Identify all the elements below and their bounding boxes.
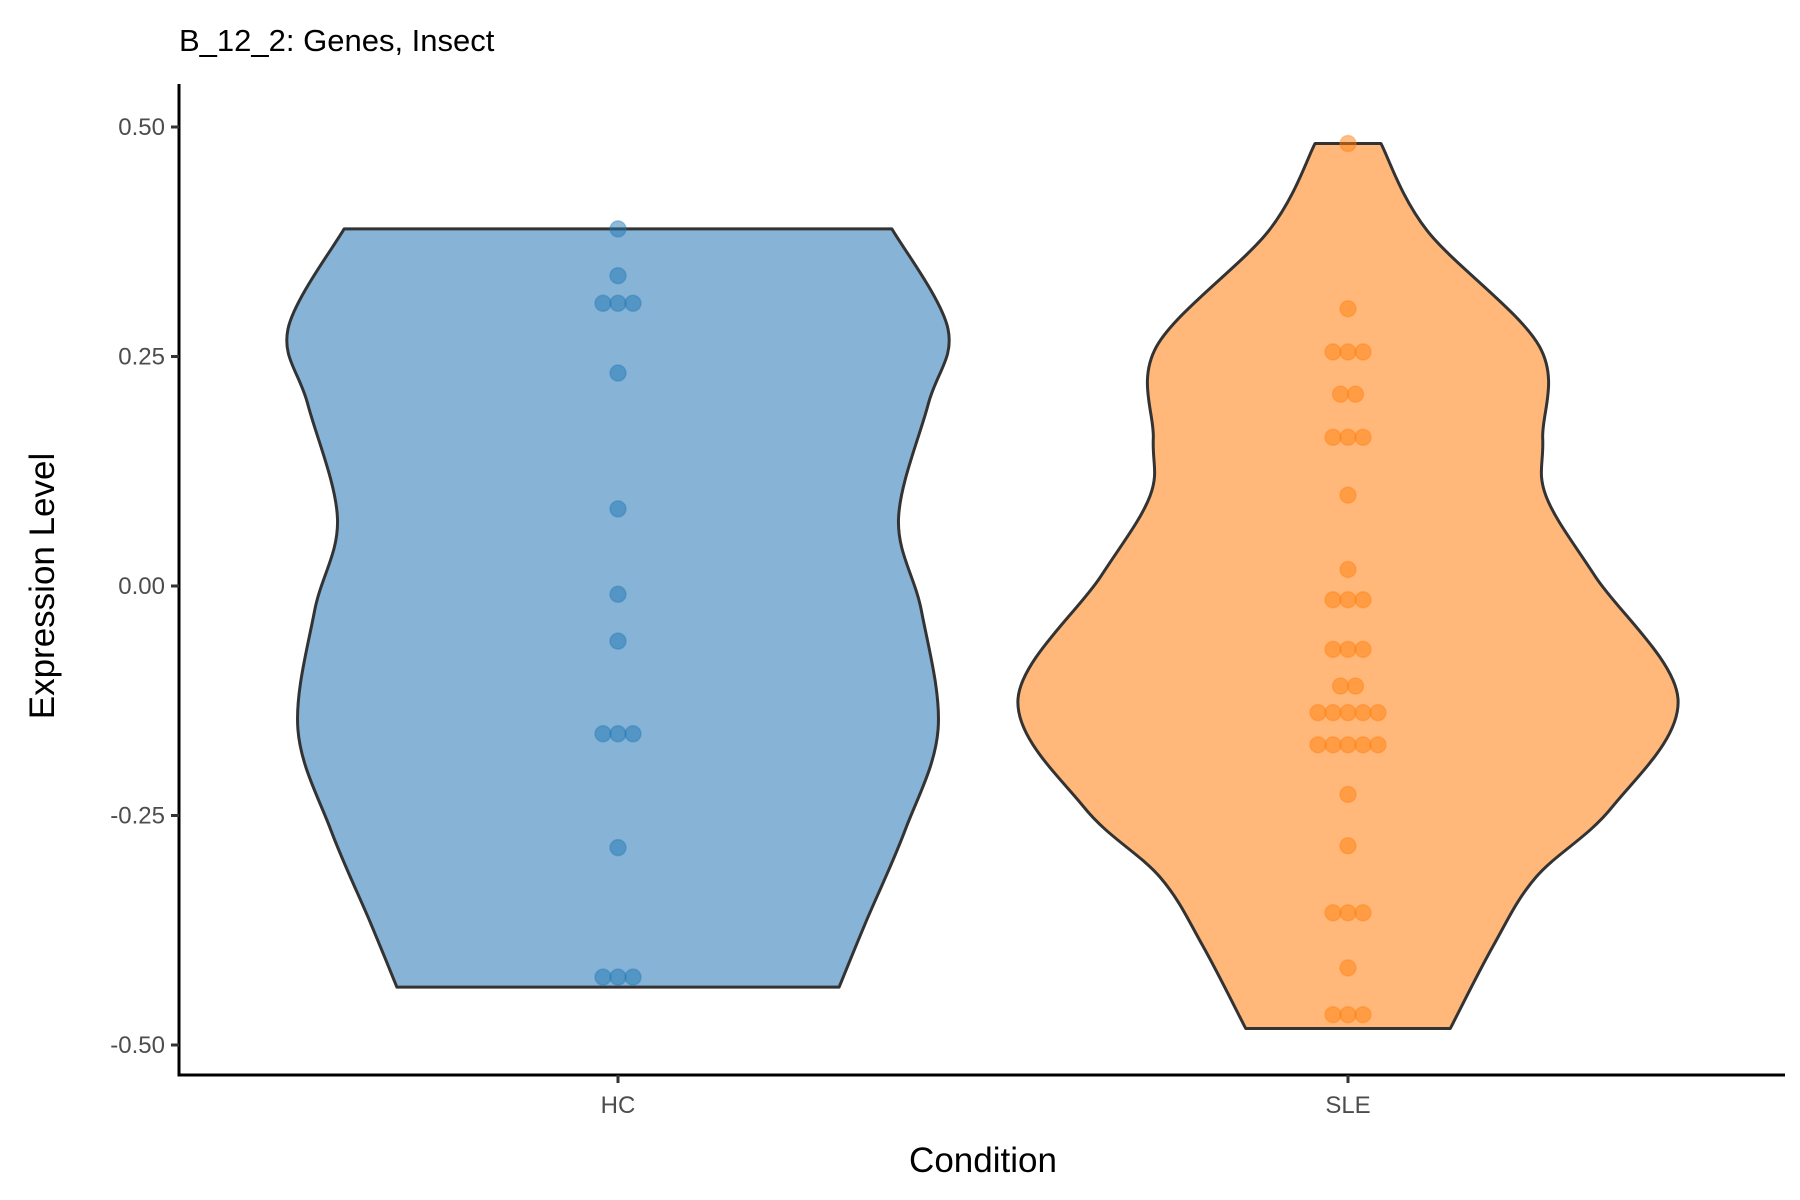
data-point — [1339, 959, 1357, 977]
data-point — [594, 968, 612, 986]
x-tick-label: SLE — [1325, 1092, 1370, 1119]
y-tick-label: 0.25 — [118, 344, 165, 371]
data-point — [624, 968, 642, 986]
data-point — [609, 266, 627, 285]
data-point — [594, 725, 612, 743]
data-point — [1339, 486, 1357, 504]
data-point — [1354, 736, 1372, 754]
data-point — [1339, 640, 1357, 659]
data-point — [1354, 703, 1372, 722]
data-point — [1354, 904, 1372, 922]
data-point — [1331, 677, 1350, 695]
data-point — [1339, 560, 1357, 579]
data-point — [1339, 428, 1357, 447]
data-point — [1324, 703, 1342, 722]
y-tick-label: 0.00 — [118, 573, 165, 600]
data-point — [609, 838, 627, 857]
data-point — [609, 500, 627, 518]
data-point — [1324, 591, 1342, 609]
data-point — [1339, 343, 1357, 361]
data-point — [1354, 640, 1372, 659]
data-point — [1324, 343, 1342, 361]
chart-title: B_12_2: Genes, Insect — [179, 23, 495, 58]
x-axis-title: Condition — [909, 1141, 1057, 1180]
data-point — [1354, 428, 1372, 447]
data-point — [1369, 703, 1387, 722]
data-point — [1346, 677, 1365, 695]
data-point — [624, 294, 642, 313]
data-point — [609, 220, 627, 238]
data-point — [1354, 591, 1372, 609]
data-point — [1309, 736, 1327, 754]
data-point — [1369, 736, 1387, 754]
data-point — [1339, 736, 1357, 754]
data-point — [1324, 428, 1342, 447]
data-point — [1339, 300, 1357, 318]
data-point — [1339, 591, 1357, 609]
data-point — [1354, 1005, 1372, 1024]
data-point — [624, 725, 642, 743]
data-point — [1324, 736, 1342, 754]
data-point — [1339, 703, 1357, 722]
data-point — [1324, 904, 1342, 922]
data-point — [1324, 1005, 1342, 1024]
data-point — [609, 632, 627, 650]
y-tick-label: -0.25 — [110, 803, 165, 830]
violin-sle — [1016, 134, 1680, 1030]
data-point — [609, 294, 627, 313]
violin-hc — [285, 220, 951, 989]
violins — [285, 134, 1680, 1030]
data-point — [1339, 1005, 1357, 1024]
data-point — [609, 364, 627, 382]
data-point — [1339, 837, 1357, 855]
data-point — [609, 968, 627, 986]
data-point — [609, 725, 627, 743]
data-point — [1339, 134, 1357, 153]
data-point — [1331, 385, 1350, 403]
data-point — [609, 585, 627, 604]
data-point — [594, 294, 612, 313]
y-axis: 0.50 0.25 0.00 -0.25 -0.50 — [110, 84, 181, 1077]
y-axis-title: Expression Level — [23, 453, 62, 720]
violin-shape-sle — [1016, 142, 1680, 1030]
x-axis: HC SLE — [177, 1073, 1785, 1119]
data-point — [1339, 785, 1357, 804]
data-point — [1339, 904, 1357, 922]
x-tick-label: HC — [601, 1092, 636, 1119]
y-tick-label: 0.50 — [118, 114, 165, 141]
data-point — [1324, 640, 1342, 659]
data-point — [1309, 703, 1327, 722]
data-point — [1346, 385, 1365, 403]
y-tick-label: -0.50 — [110, 1032, 165, 1059]
data-point — [1354, 343, 1372, 361]
violin-shape-hc — [285, 227, 951, 989]
